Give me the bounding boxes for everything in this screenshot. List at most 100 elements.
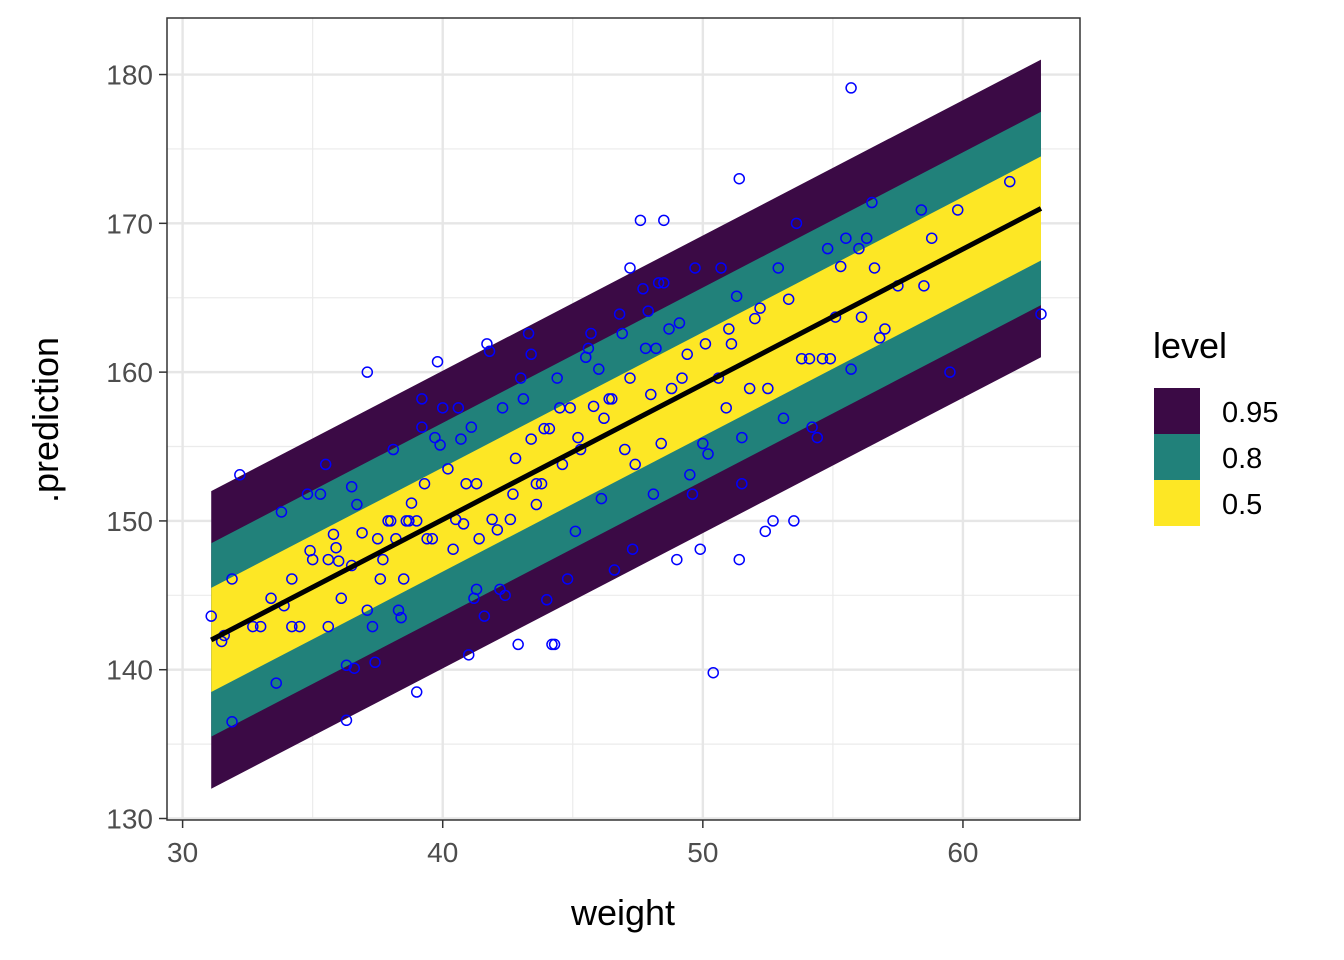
data-point bbox=[348, 662, 361, 674]
data-point bbox=[855, 311, 868, 323]
data-point bbox=[397, 573, 410, 585]
data-point bbox=[720, 402, 732, 414]
data-point bbox=[455, 433, 467, 445]
data-point bbox=[606, 393, 618, 405]
data-point bbox=[824, 352, 837, 365]
data-point bbox=[270, 677, 282, 689]
data-point bbox=[697, 437, 709, 450]
data-point bbox=[684, 469, 696, 481]
data-point bbox=[629, 458, 641, 471]
data-point bbox=[772, 262, 785, 274]
data-point bbox=[254, 620, 267, 633]
data-point bbox=[384, 515, 397, 527]
data-point bbox=[918, 280, 930, 292]
data-point bbox=[681, 348, 693, 361]
data-point bbox=[470, 583, 483, 596]
data-point bbox=[530, 477, 543, 490]
data-point bbox=[845, 82, 857, 94]
data-point bbox=[361, 604, 374, 616]
data-point bbox=[405, 497, 418, 509]
data-point bbox=[749, 312, 761, 325]
data-point bbox=[319, 458, 332, 471]
data-point bbox=[403, 515, 415, 527]
x-tick-label: 50 bbox=[687, 837, 718, 868]
data-point bbox=[522, 327, 535, 340]
data-point bbox=[608, 564, 621, 576]
x-axis-title: weight bbox=[570, 892, 675, 933]
data-point bbox=[811, 431, 824, 444]
legend-swatch bbox=[1154, 480, 1200, 526]
data-point bbox=[593, 363, 605, 375]
data-point bbox=[762, 382, 774, 395]
data-point bbox=[356, 527, 368, 539]
fit-line bbox=[210, 206, 1043, 643]
data-point bbox=[561, 573, 574, 585]
data-point bbox=[564, 402, 576, 414]
data-point bbox=[743, 382, 756, 395]
data-point bbox=[275, 506, 288, 518]
data-point bbox=[725, 338, 738, 350]
data-point bbox=[944, 366, 956, 378]
data-point bbox=[340, 714, 353, 727]
data-point bbox=[715, 262, 727, 274]
data-point bbox=[247, 620, 259, 633]
data-point bbox=[658, 214, 670, 227]
data-point bbox=[226, 573, 238, 585]
data-point bbox=[951, 204, 964, 216]
data-point bbox=[371, 533, 384, 545]
fit-line-path bbox=[210, 206, 1043, 643]
data-point bbox=[634, 214, 647, 227]
y-tick-label: 130 bbox=[106, 804, 153, 835]
data-point bbox=[369, 656, 381, 669]
legend: level 0.95 0.8 0.5 bbox=[1153, 325, 1278, 526]
data-point bbox=[205, 610, 217, 622]
data-point bbox=[624, 372, 636, 384]
data-point bbox=[473, 533, 485, 545]
data-point bbox=[759, 525, 772, 538]
data-point bbox=[733, 172, 746, 185]
data-point bbox=[777, 412, 790, 425]
x-tick-label: 30 bbox=[167, 837, 198, 868]
legend-swatch bbox=[1154, 388, 1200, 434]
data-point bbox=[821, 242, 834, 255]
data-point bbox=[616, 327, 628, 340]
data-point bbox=[340, 659, 353, 672]
data-point bbox=[733, 553, 746, 566]
data-point bbox=[541, 594, 553, 606]
data-point bbox=[374, 573, 387, 585]
data-point bbox=[457, 518, 470, 530]
data-point bbox=[598, 412, 610, 425]
data-point bbox=[1035, 308, 1047, 320]
data-point bbox=[442, 463, 454, 475]
data-point bbox=[286, 573, 298, 585]
data-point bbox=[790, 217, 803, 230]
data-point bbox=[671, 553, 683, 566]
axes: 30 40 50 60 130 140 150 160 170 180 bbox=[106, 60, 978, 868]
data-point bbox=[301, 488, 314, 500]
data-point bbox=[689, 262, 701, 274]
data-point bbox=[530, 498, 543, 511]
data-point bbox=[795, 352, 808, 365]
data-point bbox=[418, 477, 431, 490]
data-point bbox=[754, 302, 766, 314]
data-point bbox=[509, 452, 522, 465]
data-point bbox=[431, 355, 444, 368]
data-point bbox=[395, 611, 407, 624]
data-point bbox=[366, 620, 379, 633]
data-point bbox=[658, 277, 670, 289]
x-tick-label: 60 bbox=[947, 837, 978, 868]
data-point bbox=[426, 533, 439, 545]
y-axis-title: .prediction bbox=[25, 337, 66, 503]
data-point bbox=[517, 393, 530, 405]
data-point bbox=[491, 524, 504, 536]
data-point bbox=[512, 638, 524, 651]
data-point bbox=[551, 372, 563, 384]
data-point bbox=[676, 372, 688, 384]
data-point bbox=[1004, 175, 1016, 188]
data-point bbox=[481, 338, 493, 350]
data-point bbox=[286, 620, 298, 633]
data-point bbox=[816, 352, 829, 365]
data-point bbox=[410, 686, 423, 698]
panel-border bbox=[166, 17, 1081, 821]
data-point bbox=[595, 492, 608, 505]
